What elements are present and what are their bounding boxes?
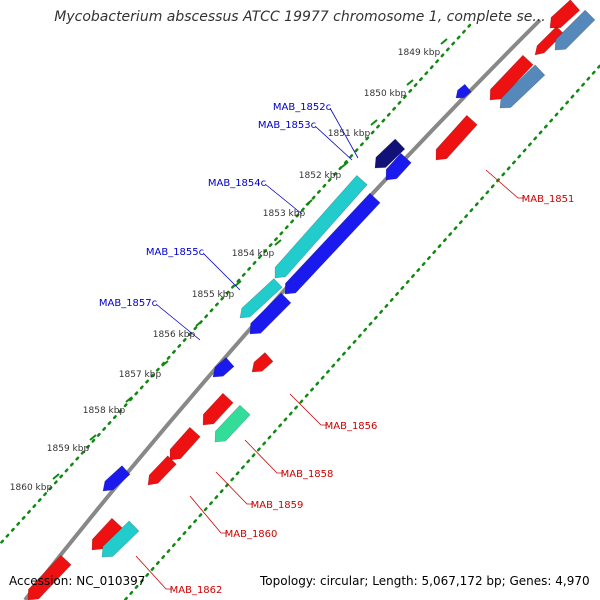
leader-line — [215, 471, 253, 505]
gene-mab-1862 — [101, 520, 140, 558]
dotted-guide-lines — [0, 23, 600, 600]
tick-mark — [274, 239, 282, 246]
tick-label: 1853 kbp — [263, 209, 306, 219]
leader-line — [202, 252, 241, 291]
gene-small-reverse — [455, 83, 472, 99]
gene-label-reverse: MAB_1855c — [146, 247, 204, 258]
label-layer: MAB_1852c MAB_1853c MAB_1854c MAB_1855c MAB_… — [99, 102, 575, 596]
tick-label: 1859 kbp — [47, 444, 90, 454]
tick-mark — [89, 434, 97, 441]
tick-mark — [305, 199, 313, 206]
gene-mab-1851 — [435, 114, 478, 161]
outer-guide-line — [0, 23, 472, 546]
gene-mab-1854c-b — [284, 192, 381, 295]
gene-mab-1858 — [214, 404, 251, 443]
tick-label: 1856 kbp — [153, 330, 196, 340]
gene-label-reverse: MAB_1852c — [273, 102, 331, 113]
gene-label-forward: MAB_1858 — [281, 469, 334, 480]
gene-label-forward: MAB_1862 — [170, 585, 223, 596]
gene-label-forward: MAB_1859 — [251, 500, 304, 511]
leader-line — [155, 303, 201, 341]
tick-label: 1850 kbp — [364, 89, 407, 99]
leader-line — [314, 125, 353, 161]
gene-mab-1855c — [239, 278, 283, 319]
tick-label: 1860 kbp — [10, 483, 53, 493]
tick-mark — [406, 79, 414, 86]
tick-label: 1852 kbp — [299, 171, 342, 181]
leader-line — [135, 555, 172, 590]
leader-line — [329, 107, 359, 159]
gene-label-reverse: MAB_1857c — [99, 298, 157, 309]
gene-mab-1861 — [91, 517, 123, 551]
topology-summary: Topology: circular; Length: 5,067,172 bp… — [260, 574, 590, 588]
gene-label-reverse: MAB_1854c — [208, 178, 266, 189]
leader-line — [289, 393, 327, 426]
leader-line — [264, 183, 303, 215]
tick-mark — [440, 38, 448, 45]
gene-steelblue-a — [554, 9, 596, 51]
gene-mab-1859 — [169, 426, 201, 461]
gene-mab-1860 — [147, 455, 177, 486]
gene-small-reverse-c — [102, 465, 131, 492]
gene-mab-1849b — [534, 26, 564, 56]
tick-mark — [234, 280, 242, 287]
gene-label-forward: MAB_1860 — [225, 529, 278, 540]
tick-mark — [52, 473, 60, 480]
gene-forward-mid — [202, 392, 234, 426]
tick-mark — [370, 119, 378, 126]
inner-guide-line — [123, 63, 600, 600]
tick-mark — [341, 161, 349, 168]
tick-label: 1851 kbp — [328, 129, 371, 139]
tick-mark — [125, 396, 133, 403]
tick-layer: 1849 kbp 1850 kbp 1851 kbp 1852 kbp 1853 kbp… — [10, 38, 448, 493]
gene-mab-1857c — [249, 292, 292, 335]
tick-mark — [161, 360, 169, 367]
gene-mab-1853c — [385, 152, 412, 181]
accession-text: Accession: NC_010397 — [9, 574, 146, 588]
gene-label-forward: MAB_1851 — [522, 194, 575, 205]
gene-mab-1852c — [374, 138, 406, 169]
tick-mark — [195, 320, 203, 327]
gene-forward-top — [489, 54, 534, 101]
gene-small-reverse-b — [212, 357, 235, 378]
tick-label: 1858 kbp — [83, 406, 126, 416]
tick-label: 1849 kbp — [398, 48, 441, 58]
leader-line — [244, 439, 283, 474]
map-title: Mycobacterium abscessus ATCC 19977 chrom… — [54, 9, 546, 25]
tick-label: 1855 kbp — [192, 290, 235, 300]
tick-label: 1854 kbp — [232, 249, 275, 259]
leader-line — [485, 169, 524, 199]
leader-line — [189, 495, 227, 534]
tick-label: 1857 kbp — [119, 370, 162, 380]
gene-mab-1856 — [251, 352, 274, 373]
gene-mab-1854c — [274, 174, 368, 279]
gene-layer — [27, 0, 596, 600]
gene-label-forward: MAB_1856 — [325, 421, 378, 432]
gene-label-reverse: MAB_1853c — [258, 120, 316, 131]
